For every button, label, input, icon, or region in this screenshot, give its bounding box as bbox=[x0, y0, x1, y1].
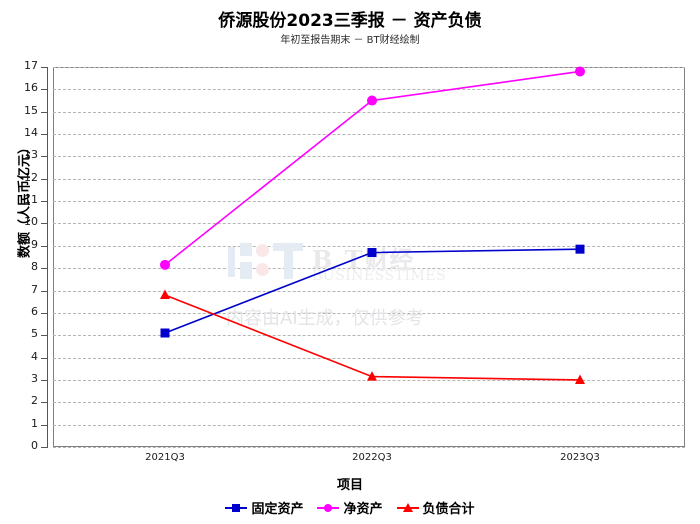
y-tick-mark bbox=[41, 67, 47, 68]
y-tick-label: 4 bbox=[31, 349, 38, 363]
y-tick-label: 1 bbox=[31, 416, 38, 430]
legend-marker-triangle-icon bbox=[402, 503, 413, 512]
y-tick-label: 13 bbox=[24, 148, 38, 162]
y-tick-label: 5 bbox=[31, 327, 38, 341]
gridline bbox=[53, 447, 685, 448]
y-tick-mark bbox=[41, 201, 47, 203]
y-tick-mark bbox=[41, 178, 47, 180]
y-tick-label: 9 bbox=[31, 237, 38, 251]
y-tick-mark bbox=[41, 447, 47, 448]
y-tick-mark bbox=[41, 357, 47, 359]
gridline bbox=[53, 156, 685, 158]
y-tick-mark bbox=[41, 312, 47, 314]
y-tick-label: 6 bbox=[31, 304, 38, 318]
gridline bbox=[53, 178, 685, 180]
y-tick-mark bbox=[41, 424, 47, 426]
y-tick-mark bbox=[41, 245, 47, 247]
y-axis-label: 数额（人民币亿元） bbox=[17, 141, 33, 259]
gridline bbox=[53, 312, 685, 314]
y-tick-mark bbox=[41, 402, 47, 404]
y-axis-spine bbox=[47, 67, 48, 448]
y-tick-label: 10 bbox=[24, 215, 38, 229]
y-tick-label: 16 bbox=[24, 81, 38, 95]
y-tick-mark bbox=[41, 156, 47, 158]
legend-marker-square-icon bbox=[232, 504, 241, 512]
plot-area bbox=[53, 67, 685, 447]
legend-swatch bbox=[396, 502, 419, 513]
y-tick-label: 7 bbox=[31, 282, 38, 296]
legend-item[interactable]: 负债合计 bbox=[396, 498, 475, 517]
x-tick-label: 2022Q3 bbox=[352, 452, 392, 463]
legend-item[interactable]: 净资产 bbox=[317, 498, 383, 517]
y-tick-mark bbox=[41, 335, 47, 337]
gridline bbox=[53, 335, 685, 337]
y-tick-mark bbox=[41, 134, 47, 136]
gridline bbox=[53, 290, 685, 292]
y-tick-mark bbox=[41, 290, 47, 292]
gridline bbox=[53, 201, 685, 203]
y-tick-label: 14 bbox=[24, 126, 38, 140]
chart-subtitle: 年初至报告期末 － BT财经绘制 bbox=[280, 35, 420, 46]
gridline bbox=[53, 89, 685, 91]
y-tick-label: 15 bbox=[24, 103, 38, 117]
gridline bbox=[53, 67, 685, 68]
y-tick-mark bbox=[41, 223, 47, 225]
legend-label: 固定资产 bbox=[251, 502, 304, 517]
legend-swatch bbox=[317, 502, 340, 513]
chart-title: 侨源股份2023三季报 － 资产负债 bbox=[218, 11, 482, 31]
chart-legend: 固定资产 净资产 负债合计 bbox=[0, 498, 700, 517]
gridline bbox=[53, 357, 685, 359]
gridline bbox=[53, 268, 685, 270]
gridline bbox=[53, 424, 685, 426]
legend-label: 净资产 bbox=[343, 502, 383, 517]
gridline bbox=[53, 379, 685, 381]
y-tick-mark bbox=[41, 268, 47, 270]
y-tick-label: 11 bbox=[24, 193, 38, 207]
y-tick-label: 2 bbox=[31, 394, 38, 408]
x-tick-label: 2023Q3 bbox=[560, 452, 600, 463]
legend-marker-circle-icon bbox=[324, 504, 333, 512]
gridline bbox=[53, 245, 685, 247]
y-tick-mark bbox=[41, 111, 47, 113]
gridline bbox=[53, 223, 685, 225]
y-tick-label: 8 bbox=[31, 260, 38, 274]
x-axis-label: 项目 bbox=[336, 478, 363, 493]
y-tick-mark bbox=[41, 89, 47, 91]
legend-label: 负债合计 bbox=[422, 502, 475, 517]
y-tick-label: 3 bbox=[31, 371, 38, 385]
legend-swatch bbox=[225, 502, 248, 513]
legend-item[interactable]: 固定资产 bbox=[225, 498, 303, 517]
y-tick-label: 17 bbox=[24, 59, 38, 72]
gridline bbox=[53, 134, 685, 136]
y-tick-label: 0 bbox=[31, 439, 38, 452]
y-tick-mark bbox=[41, 379, 47, 381]
x-tick-label: 2021Q3 bbox=[145, 452, 185, 463]
y-tick-label: 12 bbox=[24, 170, 38, 184]
gridline bbox=[53, 402, 685, 404]
gridline bbox=[53, 111, 685, 113]
